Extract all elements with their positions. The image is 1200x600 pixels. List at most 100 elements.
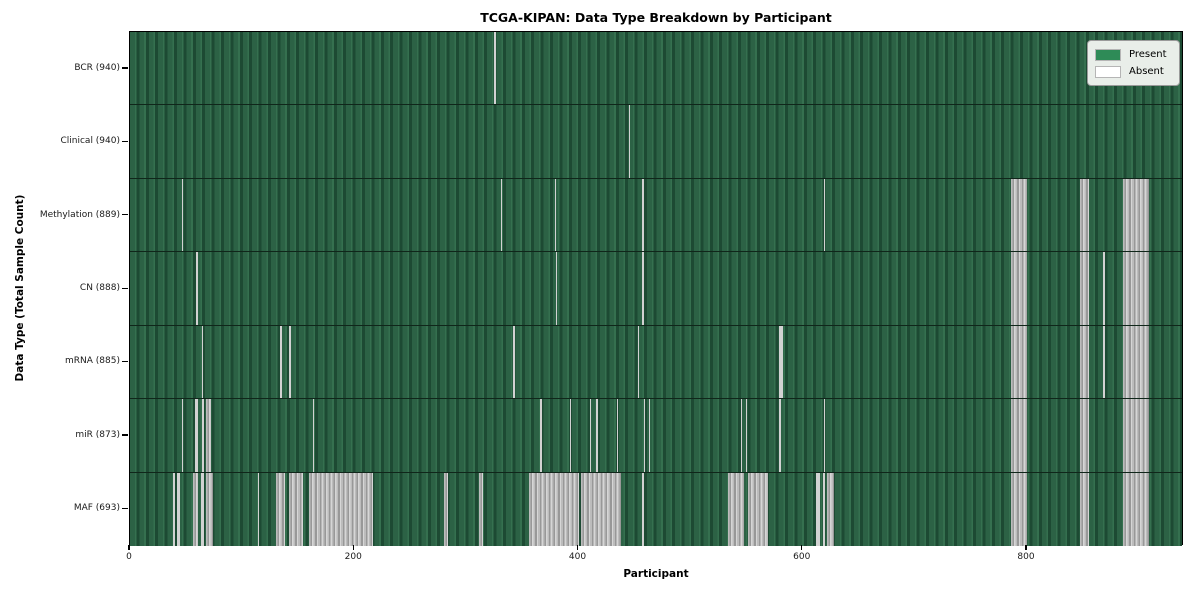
absent-stripe bbox=[177, 472, 181, 546]
x-tick-mark bbox=[576, 545, 579, 550]
x-tick-label: 200 bbox=[344, 552, 362, 562]
absent-stripe bbox=[1079, 472, 1089, 546]
y-tick-mark bbox=[122, 67, 128, 69]
absent-stripe bbox=[181, 399, 183, 472]
absent-stripe bbox=[747, 472, 768, 546]
absent-stripe bbox=[540, 399, 542, 472]
y-tick-label: MAF (693) bbox=[73, 503, 120, 514]
absent-stripe bbox=[827, 472, 835, 546]
x-tick-mark bbox=[128, 545, 130, 550]
heatmap-row bbox=[130, 32, 1182, 106]
y-tick-label: CN (888) bbox=[79, 283, 120, 293]
y-tick-mark bbox=[122, 287, 128, 289]
absent-stripe bbox=[569, 399, 571, 472]
absent-stripe bbox=[1011, 325, 1027, 399]
y-tick-label: BCR (940) bbox=[74, 62, 120, 73]
legend-label-present: Present bbox=[1129, 49, 1167, 60]
absent-stripe bbox=[280, 325, 282, 399]
absent-stripe bbox=[1079, 178, 1089, 252]
absent-stripe bbox=[727, 472, 745, 546]
absent-stripe bbox=[554, 178, 557, 252]
absent-stripe bbox=[1103, 325, 1105, 399]
absent-stripe bbox=[642, 178, 644, 252]
absent-stripe bbox=[275, 472, 285, 546]
absent-stripe bbox=[824, 178, 826, 252]
x-tick-label: 0 bbox=[126, 552, 132, 562]
absent-stripe bbox=[628, 105, 631, 178]
absent-stripe bbox=[616, 399, 618, 472]
legend-item-present: Present bbox=[1095, 46, 1171, 63]
y-tick-label: Methylation (889) bbox=[39, 209, 120, 220]
heatmap-row bbox=[130, 472, 1182, 546]
x-tick-label: 400 bbox=[568, 552, 587, 562]
y-tick-label: Clinical (940) bbox=[60, 136, 120, 147]
absent-stripe bbox=[478, 472, 484, 546]
y-tick-label: mRNA (885) bbox=[65, 356, 120, 367]
absent-stripe bbox=[206, 399, 211, 472]
y-tick-label: miR (873) bbox=[75, 429, 120, 440]
x-tick-mark bbox=[352, 545, 354, 550]
absent-stripe bbox=[494, 32, 496, 105]
absent-stripe bbox=[206, 472, 213, 546]
absent-stripe bbox=[649, 399, 651, 472]
absent-stripe bbox=[589, 399, 592, 472]
absent-stripe bbox=[257, 472, 260, 546]
y-tick-mark bbox=[122, 140, 128, 142]
absent-stripe bbox=[1123, 399, 1150, 472]
absent-stripe bbox=[1103, 252, 1105, 325]
present-swatch-icon bbox=[1095, 48, 1121, 61]
x-tick-mark bbox=[1025, 545, 1027, 550]
absent-stripe bbox=[1123, 472, 1150, 546]
absent-stripe bbox=[196, 252, 199, 325]
absent-stripe bbox=[824, 399, 826, 472]
heatmap-row bbox=[130, 325, 1182, 400]
heatmap-row bbox=[130, 252, 1182, 326]
absent-stripe bbox=[309, 472, 374, 546]
absent-stripe bbox=[1011, 399, 1027, 472]
absent-stripe bbox=[637, 325, 640, 399]
heatmap-row bbox=[130, 399, 1182, 473]
chart-title: TCGA-KIPAN: Data Type Breakdown by Parti… bbox=[480, 10, 832, 25]
absent-stripe bbox=[556, 252, 558, 325]
absent-stripe bbox=[529, 472, 579, 546]
absent-stripe bbox=[779, 325, 783, 399]
absent-stripe bbox=[580, 472, 622, 546]
x-tick-label: 600 bbox=[793, 552, 811, 562]
absent-stripe bbox=[779, 399, 781, 472]
y-tick-mark bbox=[122, 214, 128, 216]
x-axis-label: Participant bbox=[623, 568, 689, 580]
absent-stripe bbox=[201, 325, 204, 399]
absent-stripe bbox=[1079, 399, 1089, 472]
heatmap-row bbox=[130, 178, 1182, 253]
heatmap-row bbox=[130, 105, 1182, 179]
absent-stripe bbox=[642, 472, 644, 546]
absent-stripe bbox=[513, 325, 515, 399]
absent-stripe bbox=[1079, 325, 1089, 399]
absent-stripe bbox=[312, 399, 315, 472]
x-tick-label: 800 bbox=[1017, 552, 1035, 562]
legend-label-absent: Absent bbox=[1129, 66, 1164, 77]
absent-stripe bbox=[192, 472, 199, 546]
y-tick-mark bbox=[122, 434, 128, 436]
absent-stripe bbox=[1079, 252, 1089, 325]
absent-stripe bbox=[289, 472, 303, 546]
plot-area bbox=[129, 31, 1183, 546]
absent-stripe bbox=[200, 472, 204, 546]
absent-stripe bbox=[1011, 472, 1027, 546]
absent-stripe bbox=[1123, 325, 1150, 399]
absent-stripe bbox=[816, 472, 820, 546]
absent-stripe bbox=[172, 472, 175, 546]
absent-stripe bbox=[822, 472, 826, 546]
absent-stripe bbox=[643, 399, 645, 472]
y-tick-mark bbox=[122, 507, 128, 510]
absent-stripe bbox=[596, 399, 598, 472]
legend-item-absent: Absent bbox=[1095, 63, 1171, 80]
absent-stripe bbox=[1123, 252, 1150, 325]
absent-stripe bbox=[201, 399, 204, 472]
x-tick-mark bbox=[801, 545, 803, 550]
absent-stripe bbox=[501, 178, 503, 252]
absent-stripe bbox=[1011, 252, 1027, 325]
legend: Present Absent bbox=[1087, 40, 1180, 86]
absent-stripe bbox=[1123, 178, 1150, 252]
